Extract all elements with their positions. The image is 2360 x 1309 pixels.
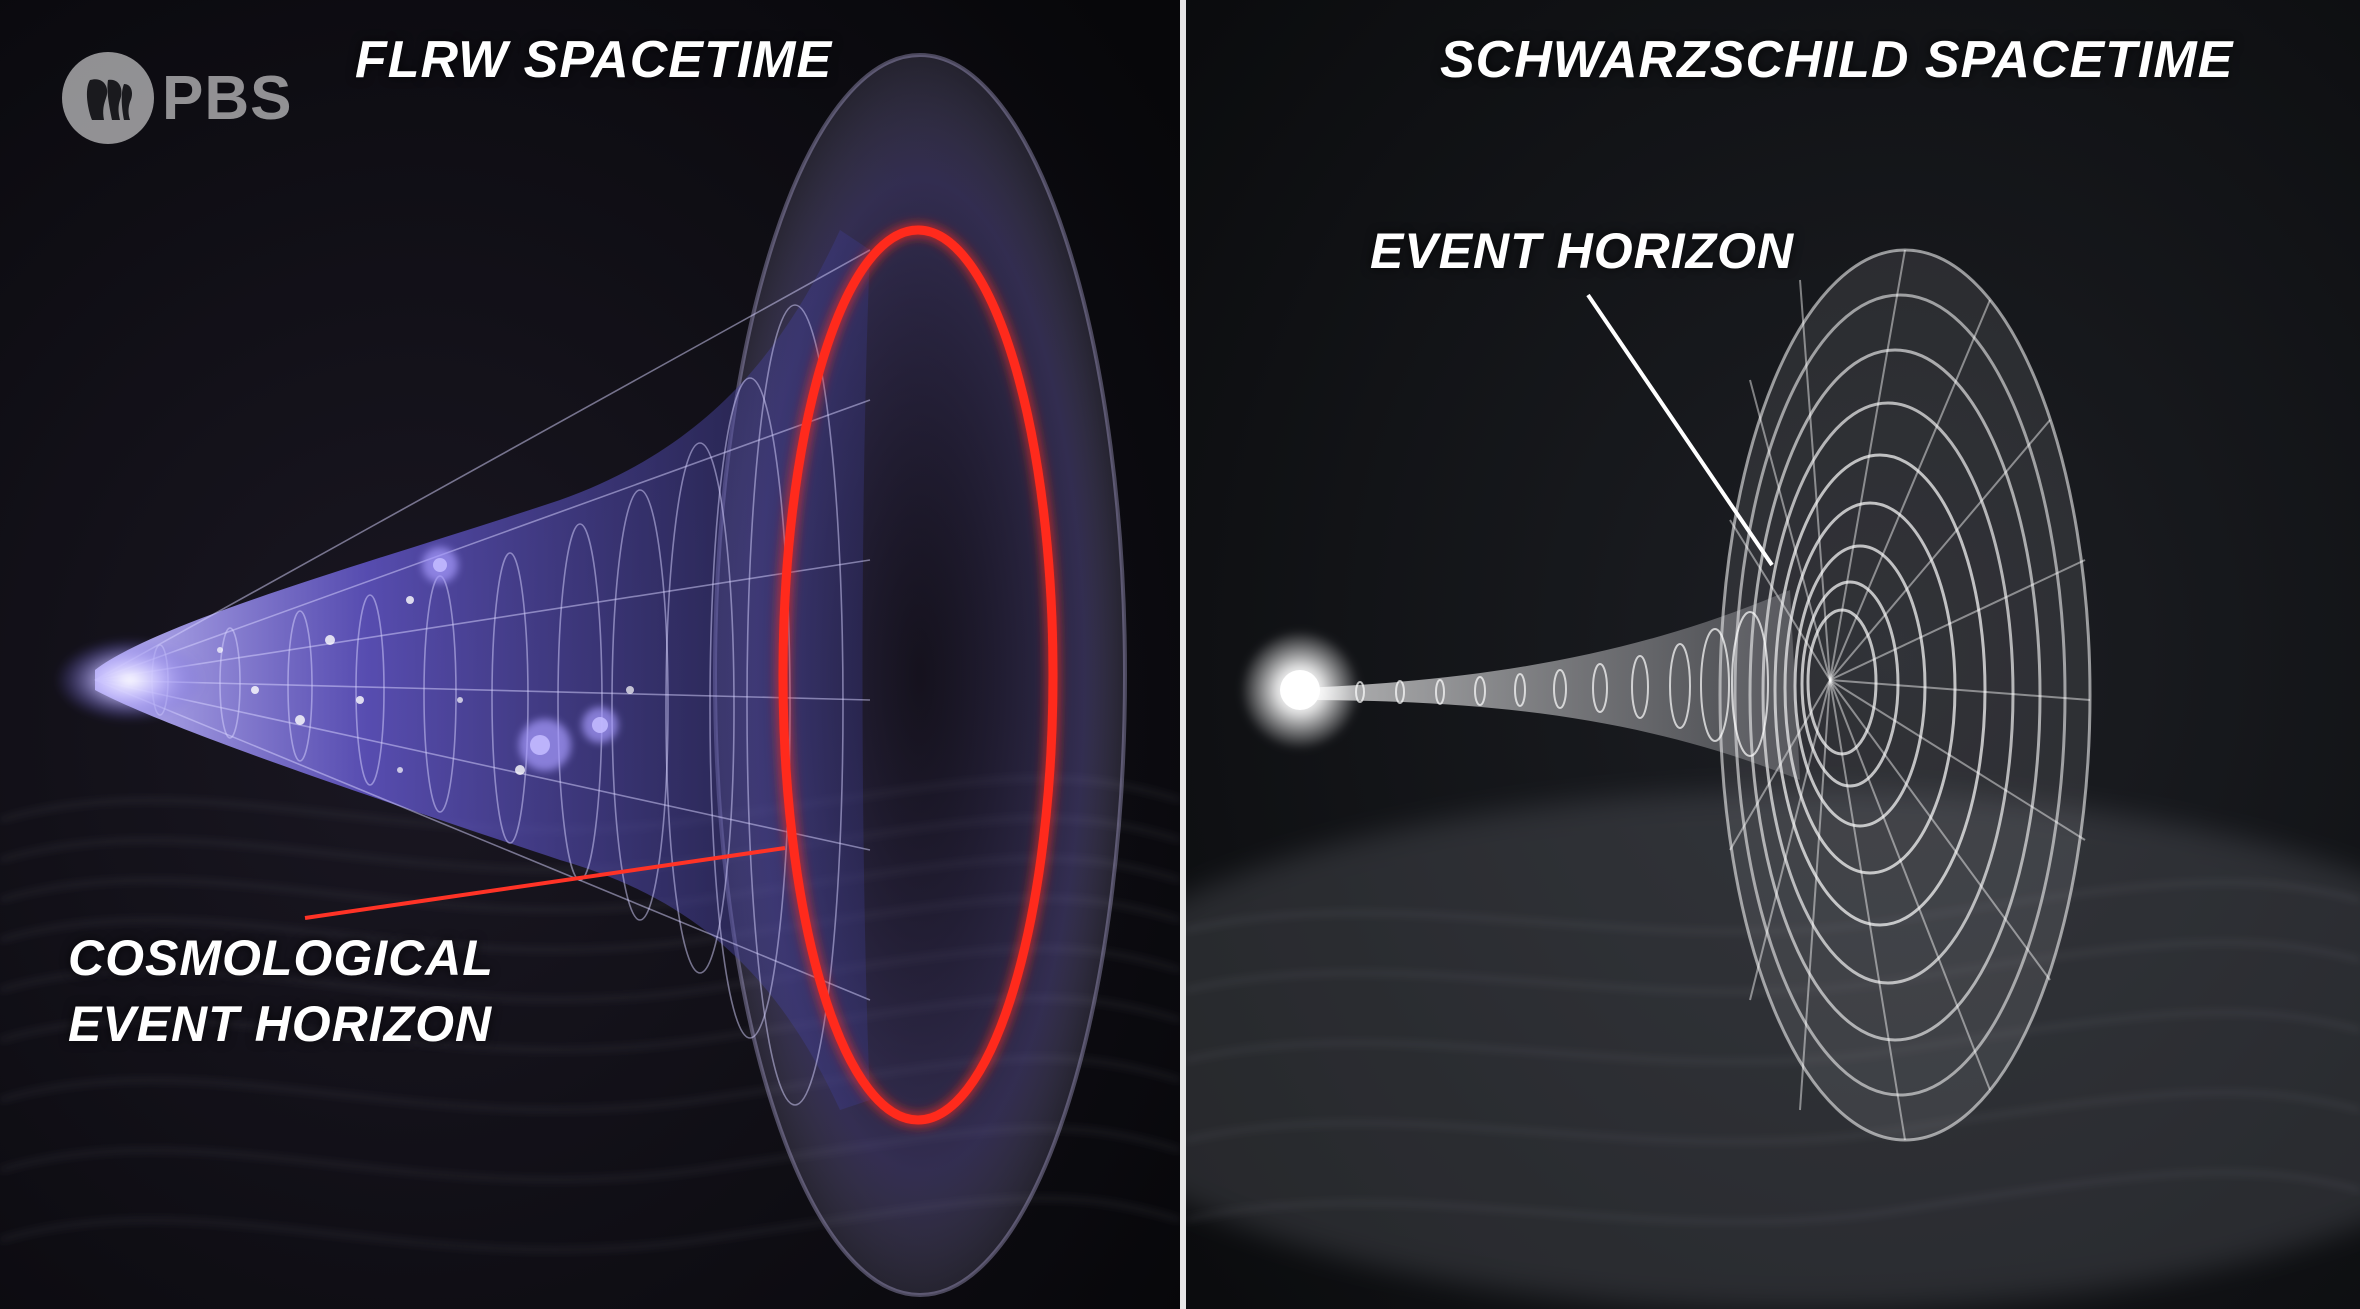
cosmological-label-line1: COSMOLOGICAL xyxy=(68,930,494,986)
flrw-funnel-grid xyxy=(94,249,871,1106)
event-horizon-label: EVENT HORIZON xyxy=(1370,223,1795,279)
flrw-spacetime-title: FLRW SPACETIME xyxy=(355,31,833,89)
pbs-logo: PBS xyxy=(60,48,292,148)
event-horizon-pointer xyxy=(1586,293,1774,567)
schwarzschild-panel xyxy=(1186,0,2360,1309)
panel-divider xyxy=(1180,0,1186,1309)
schwarzschild-funnel-throat xyxy=(1300,590,1800,780)
singularity-point xyxy=(1280,670,1320,710)
cosmological-event-horizon-label: COSMOLOGICAL EVENT HORIZON xyxy=(68,925,494,1057)
pbs-heads-icon xyxy=(62,52,154,144)
schwarzschild-funnel-grid xyxy=(1729,249,2091,1141)
flrw-funnel-body xyxy=(95,230,870,1110)
flrw-bright-tip xyxy=(55,638,205,722)
flrw-panel xyxy=(0,0,1180,1309)
pbs-logo-text: PBS xyxy=(162,63,293,133)
schwarzschild-spacetime-title: SCHWARZSCHILD SPACETIME xyxy=(1440,31,2234,89)
cosmological-label-line2: EVENT HORIZON xyxy=(68,996,493,1052)
cosmological-horizon-pointer xyxy=(304,846,786,920)
cosmological-horizon-ring xyxy=(778,225,1058,1125)
